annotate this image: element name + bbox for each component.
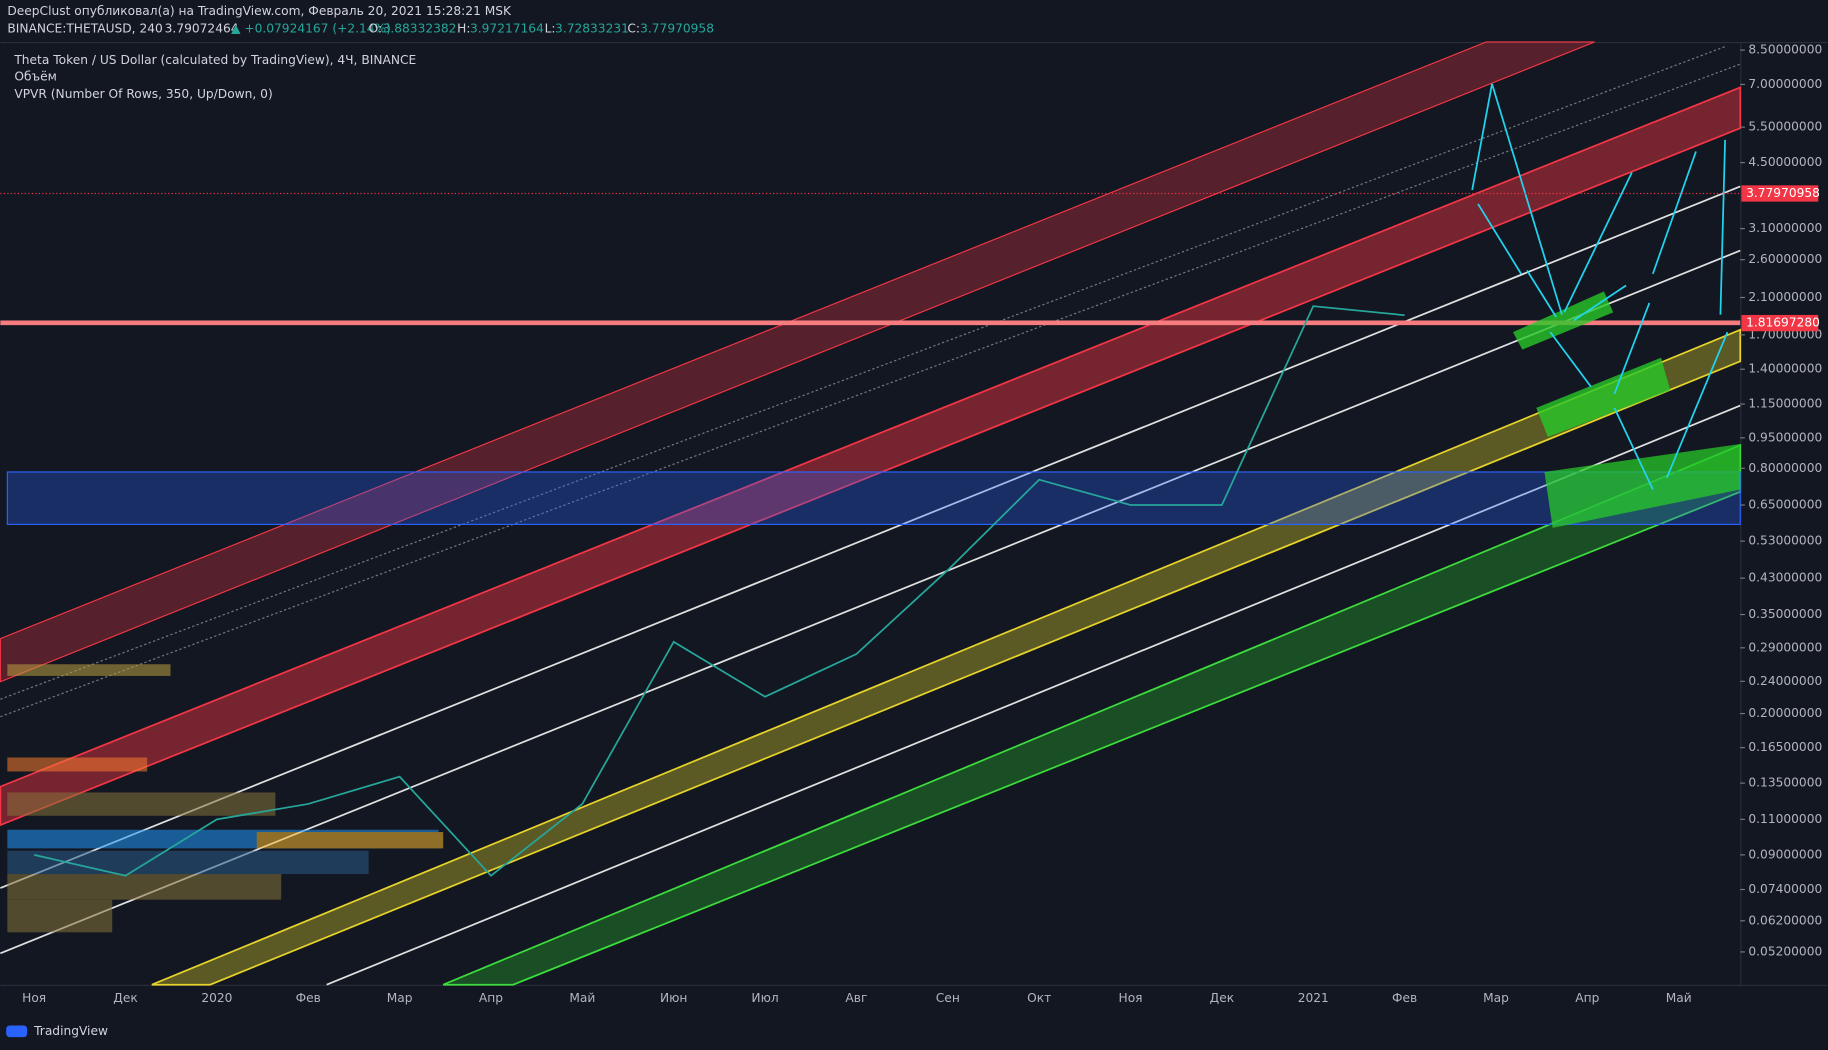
time-axis-border bbox=[0, 984, 1828, 986]
price-tag-label: 3.77970958 bbox=[1746, 186, 1820, 200]
y-tick-label: 0.35000000 bbox=[1748, 607, 1822, 621]
high: 3.97217164 bbox=[470, 22, 544, 36]
x-tick-label: Ноя bbox=[22, 991, 46, 1005]
x-tick-label: 2021 bbox=[1298, 991, 1329, 1005]
arrow bbox=[1719, 139, 1726, 315]
volume-profile-bar bbox=[7, 850, 369, 875]
y-tick-label: 0.11000000 bbox=[1748, 812, 1822, 826]
y-tick-label: 0.05200000 bbox=[1748, 944, 1822, 958]
volume-profile-bar bbox=[7, 664, 171, 676]
y-tick-label: 8.50000000 bbox=[1748, 43, 1822, 57]
green-zone bbox=[1513, 291, 1614, 350]
x-tick-label: Май bbox=[1666, 991, 1692, 1005]
x-tick-label: Дек bbox=[1210, 991, 1234, 1005]
y-tick-label: 1.15000000 bbox=[1748, 397, 1822, 411]
volume-profile-bar bbox=[7, 792, 276, 816]
x-tick-label: Апр bbox=[1575, 991, 1599, 1005]
arrow bbox=[1477, 203, 1522, 275]
price-tag bbox=[1741, 185, 1819, 202]
y-tick-label: 0.13500000 bbox=[1748, 776, 1822, 790]
y-tick-label: 0.43000000 bbox=[1748, 571, 1822, 585]
y-tick-label: 0.65000000 bbox=[1748, 498, 1822, 512]
y-tick-label: 0.53000000 bbox=[1748, 534, 1822, 548]
x-tick-label: Июн bbox=[660, 991, 687, 1005]
quote: 3.79072464 bbox=[165, 22, 239, 36]
y-tick-label: 4.50000000 bbox=[1748, 155, 1822, 169]
x-tick-label: Фев bbox=[296, 991, 321, 1005]
dotted-line bbox=[0, 63, 1741, 718]
y-tick-label: 1.40000000 bbox=[1748, 362, 1822, 376]
legend-title: Theta Token / US Dollar (calculated by T… bbox=[13, 53, 416, 67]
price-tag bbox=[1741, 314, 1819, 332]
arrow bbox=[1563, 172, 1633, 313]
y-tick-label: 2.60000000 bbox=[1748, 252, 1822, 266]
x-tick-label: Окт bbox=[1027, 991, 1051, 1005]
arrow bbox=[1666, 331, 1729, 479]
y-tick-label: 0.20000000 bbox=[1748, 706, 1822, 720]
y-tick-label: 0.24000000 bbox=[1748, 674, 1822, 688]
arrow bbox=[1613, 302, 1651, 395]
price-line bbox=[33, 305, 1405, 877]
y-tick-label: 0.16500000 bbox=[1748, 740, 1822, 754]
x-tick-label: Мар bbox=[1483, 991, 1509, 1005]
y-tick-label: 0.09000000 bbox=[1748, 847, 1822, 861]
x-tick-label: 2020 bbox=[201, 991, 232, 1005]
x-tick-label: Фев bbox=[1392, 991, 1417, 1005]
red-channel-top bbox=[0, 41, 1595, 683]
close: 3.77970958 bbox=[640, 22, 714, 36]
c-label: C: bbox=[627, 22, 640, 36]
low: 3.72833231 bbox=[555, 22, 629, 36]
drawings bbox=[0, 41, 1742, 986]
y-tick-label: 0.07400000 bbox=[1748, 882, 1822, 896]
y-tick-label: 2.10000000 bbox=[1748, 290, 1822, 304]
y-tick-label: 0.29000000 bbox=[1748, 640, 1822, 654]
arrow bbox=[1573, 284, 1627, 322]
x-tick-label: Апр bbox=[479, 991, 503, 1005]
x-tick-label: Авг bbox=[845, 991, 867, 1005]
volume-profile-bar bbox=[7, 899, 113, 933]
white-line bbox=[0, 185, 1741, 889]
green-zone bbox=[1536, 357, 1671, 438]
x-tick-label: Мар bbox=[387, 991, 413, 1005]
green-zone bbox=[1544, 444, 1741, 528]
arrow bbox=[1652, 151, 1697, 275]
brand: TradingView bbox=[33, 1024, 108, 1038]
volume-profile-bar bbox=[7, 757, 148, 772]
divider bbox=[0, 41, 1828, 44]
y-tick-label: 3.10000000 bbox=[1748, 221, 1822, 235]
h-label: H: bbox=[457, 22, 470, 36]
arrow bbox=[1471, 83, 1563, 315]
publish-line: DeepClust опубликовал(а) на TradingView.… bbox=[7, 4, 512, 18]
change: ▲ +0.07924167 (+2.14%) bbox=[231, 22, 391, 36]
arrow bbox=[1549, 331, 1592, 388]
y-tick-label: 0.06200000 bbox=[1748, 913, 1822, 927]
y-tick-label: 5.50000000 bbox=[1748, 120, 1822, 134]
x-tick-label: Сен bbox=[936, 991, 960, 1005]
y-tick-label: 7.00000000 bbox=[1748, 77, 1822, 91]
o-label: O: bbox=[369, 22, 383, 36]
legend-volume: Объём bbox=[14, 69, 57, 83]
symbol: BINANCE:THETAUSD, 240 bbox=[7, 22, 162, 36]
volume-profile-bar bbox=[7, 874, 282, 900]
logo bbox=[6, 1025, 28, 1038]
x-tick-label: Май bbox=[569, 991, 595, 1005]
arrow bbox=[1526, 269, 1557, 318]
l-label: L: bbox=[545, 22, 556, 36]
open: 3.88332382 bbox=[383, 22, 457, 36]
price-tag-label: 1.81697280 bbox=[1746, 316, 1820, 330]
volume-profile-bar bbox=[256, 832, 444, 849]
white-line bbox=[326, 404, 1741, 986]
x-tick-label: Ноя bbox=[1119, 991, 1143, 1005]
x-tick-label: Дек bbox=[113, 991, 137, 1005]
y-tick-label: 0.80000000 bbox=[1748, 461, 1822, 475]
blue-zone bbox=[6, 471, 1741, 525]
x-tick-label: Июл bbox=[751, 991, 778, 1005]
arrow bbox=[1613, 407, 1654, 490]
legend-vpvr: VPVR (Number Of Rows, 350, Up/Down, 0) bbox=[14, 87, 272, 101]
level-line bbox=[0, 320, 1741, 326]
yellow-channel bbox=[151, 328, 1742, 986]
y-tick-label: 0.95000000 bbox=[1748, 430, 1822, 444]
